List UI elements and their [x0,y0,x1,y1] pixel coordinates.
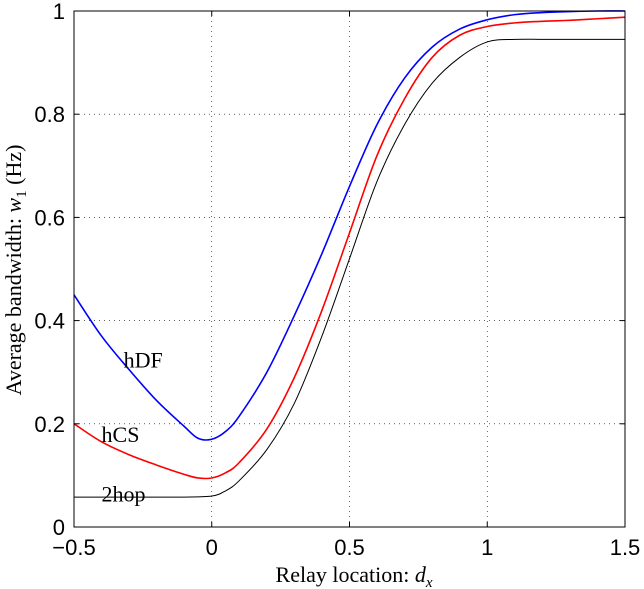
y-tick-label: 0.6 [34,205,65,230]
y-tick-label: 1 [53,0,65,24]
x-tick-label: 0.5 [334,535,365,560]
y-tick-label: 0 [53,515,65,540]
series-layer [73,10,626,498]
grid [74,11,625,527]
x-tick-label: −0.5 [52,535,95,560]
series-line-2hop [73,38,625,498]
series-label-hcs: hCS [102,422,140,447]
x-tick-label: 0 [206,535,218,560]
y-tick-label: 0.8 [34,102,65,127]
y-tick-label: 0.2 [34,412,65,437]
y-tick-label: 0.4 [34,309,65,334]
plot-frame [73,10,626,528]
x-axis-label: Relay location: dx [276,562,433,589]
series-label-hdf: hDF [124,347,163,372]
y-axis-label: Average bandwidth: w1 (Hz) [1,145,30,396]
series-line-hcs [73,16,626,480]
x-tick-label: 1.5 [610,535,641,560]
ticks: −0.5 0 0.5 1 1.500.20.40.60.81 [34,0,640,560]
annotations: hDF hCS 2hop [102,347,163,506]
x-tick-label: 1 [481,535,493,560]
series-line-hdf [73,10,626,441]
series-label-2hop: 2hop [102,481,146,506]
